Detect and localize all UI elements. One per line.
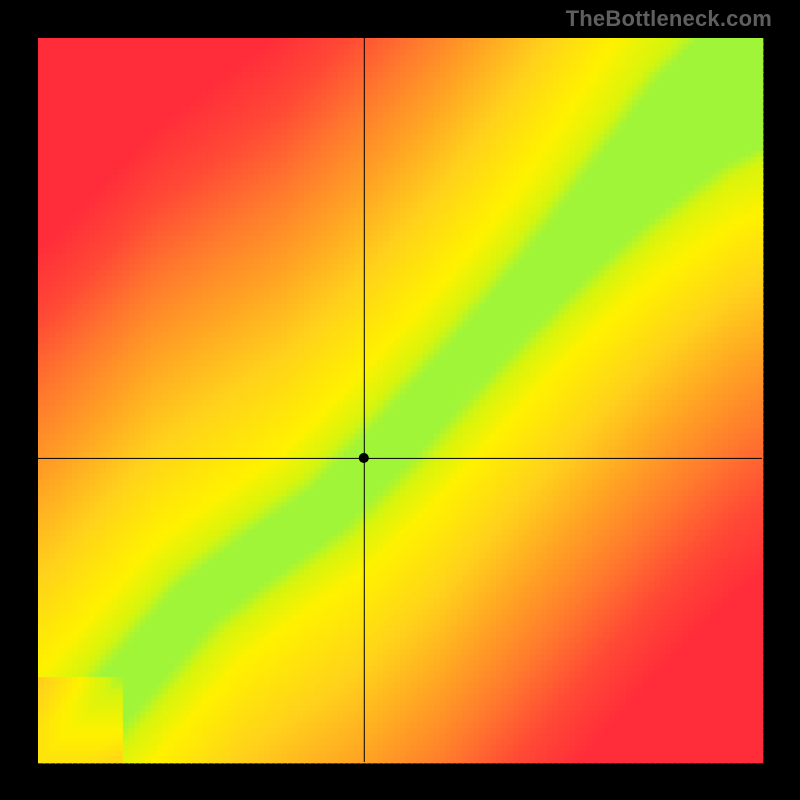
watermark-text: TheBottleneck.com — [566, 6, 772, 32]
bottleneck-heatmap — [0, 0, 800, 800]
